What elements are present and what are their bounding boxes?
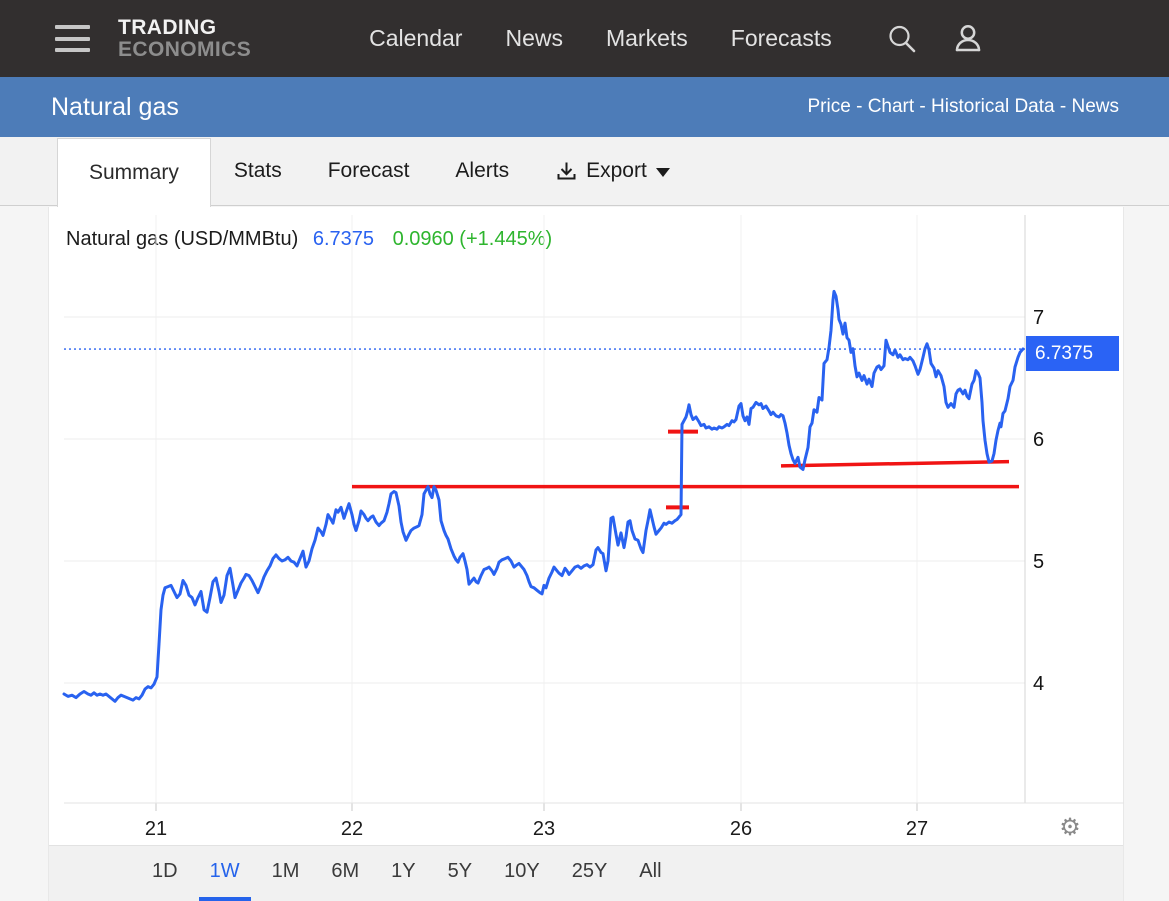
download-icon [557,162,576,179]
current-price-tag: 6.7375 [1026,336,1119,371]
user-account-icon[interactable] [952,23,984,55]
period-1w[interactable]: 1W [198,846,251,901]
chart-header: Natural gas (USD/MMBtu) 6.7375 0.0960 (+… [66,228,552,251]
search-icon[interactable] [886,23,918,55]
top-nav: TRADING ECONOMICS Calendar News Markets … [0,0,1169,77]
nav-item-news[interactable]: News [505,25,563,51]
nav-item-forecasts[interactable]: Forecasts [730,25,832,51]
x-tick-label: 27 [906,818,928,840]
period-all[interactable]: All [639,860,662,882]
breadcrumb-link[interactable]: Historical Data [931,96,1055,117]
period-6m[interactable]: 6M [331,860,360,882]
nav-item-markets[interactable]: Markets [605,25,688,51]
instrument-header-bar: Natural gas Price - Chart - Historical D… [0,77,1169,137]
tab-export[interactable]: Export [532,137,693,205]
x-tick-label: 21 [145,818,167,840]
support-trendline [780,459,1010,468]
y-tick-label: 4 [1033,673,1044,695]
tab-summary[interactable]: Summary [57,138,211,207]
tab-alerts[interactable]: Alerts [455,159,510,182]
chart-price-change: 0.0960 (+1.445%) [392,228,553,250]
y-tick-label: 5 [1033,551,1044,573]
settings-gear-icon[interactable]: ⚙ [1059,814,1081,841]
period-1y[interactable]: 1Y [391,860,416,882]
chart-last-price: 6.7375 [312,228,375,250]
tab-bar: Summary Stats Forecast Alerts Export [0,137,1169,207]
breadcrumb-link[interactable]: News [1071,96,1119,117]
main-menu: Calendar News Markets Forecasts [369,25,875,52]
chart-card: Natural gas (USD/MMBtu) 6.7375 0.0960 (+… [48,207,1124,901]
period-25y[interactable]: 25Y [571,860,608,882]
y-tick-label: 7 [1033,307,1044,329]
tab-forecast[interactable]: Forecast [327,159,410,182]
period-10y[interactable]: 10Y [504,860,540,882]
nav-item-calendar[interactable]: Calendar [369,25,463,51]
trading-economics-logo[interactable]: TRADING ECONOMICS [118,15,252,61]
breadcrumb-link[interactable]: Chart [867,96,915,117]
logo-line1: TRADING [118,15,217,39]
breadcrumb-links[interactable]: Price - Chart - Historical Data - News [807,96,1120,117]
hamburger-menu-icon[interactable] [55,25,90,52]
x-tick-label: 22 [341,818,363,840]
period-selector-bar: 1D 1W 1M 6M 1Y 5Y 10Y 25Y All [49,845,1123,901]
logo-line2: ECONOMICS [118,37,252,61]
y-tick-label: 6 [1033,429,1044,451]
nav-icon-group [886,23,984,55]
price-chart: 7 6 5 4 21 22 23 26 27 [62,215,1124,840]
period-1m[interactable]: 1M [271,860,300,882]
x-tick-label: 23 [533,818,555,840]
period-5y[interactable]: 5Y [447,860,473,882]
breadcrumb-link[interactable]: Price [807,96,851,117]
chevron-down-icon [655,168,670,177]
price-series-line [62,289,1025,703]
chart-instrument-label: Natural gas (USD/MMBtu) [66,228,299,250]
x-tick-label: 26 [730,818,752,840]
tab-stats[interactable]: Stats [233,159,282,182]
period-1d[interactable]: 1D [152,860,178,882]
instrument-title: Natural gas [51,92,179,121]
